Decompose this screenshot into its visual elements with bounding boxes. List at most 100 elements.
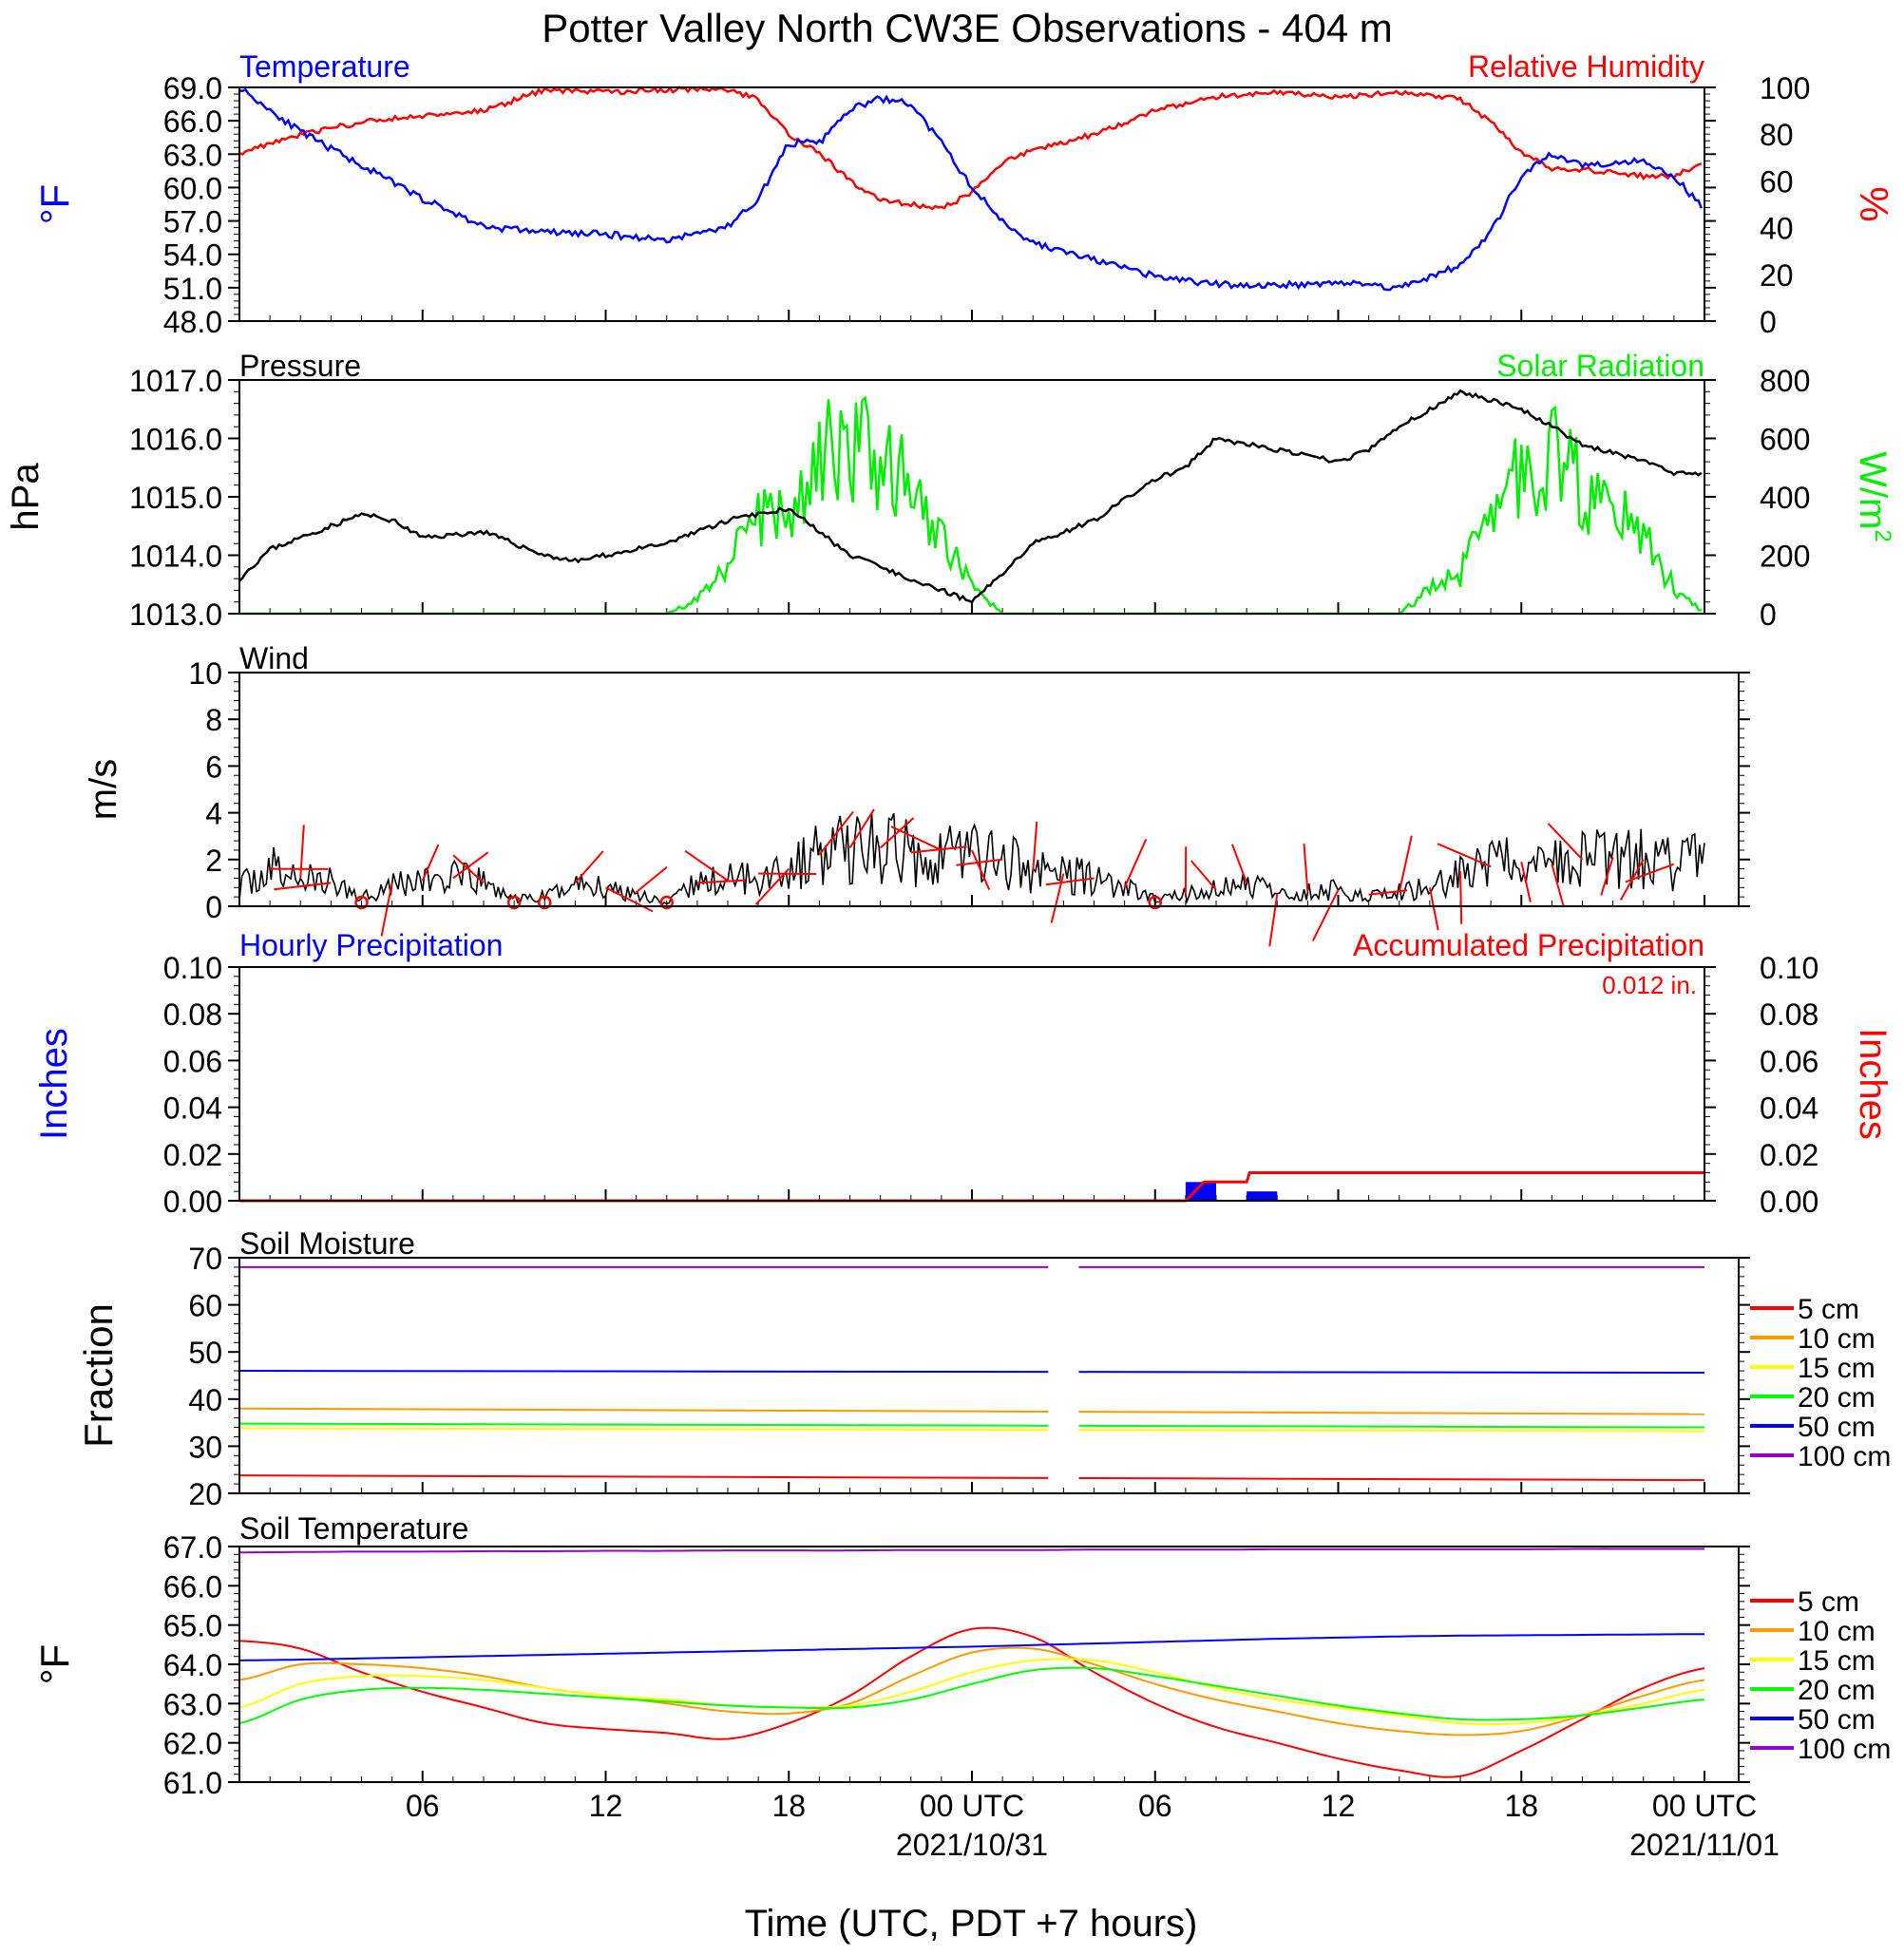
wind-barb (1551, 864, 1565, 907)
wind-barb (1303, 844, 1309, 893)
panel-6-ticks: 67.0 66.0 65.0 64.0 63.0 62.0 61.0 (163, 1530, 1750, 1800)
solar-ylabel-exponent: 2 (1870, 529, 1895, 541)
wind-barb (574, 850, 604, 884)
panel-soil-moisture: Soil Moisture 70 60 50 40 30 20 Fraction 5 cm… (76, 1226, 1891, 1511)
legend-label: 100 cm (1798, 1441, 1891, 1472)
wind-barb (380, 883, 393, 937)
wind-calm-circle (1148, 895, 1162, 910)
pressure-ylabel: hPa (5, 463, 47, 531)
soil-moisture-line (1078, 1429, 1705, 1433)
panel-pressure-solar: Pressure Solar Radiation 1017.0 1016.0 101… (5, 349, 1895, 632)
wind-speed-line (238, 812, 1705, 906)
y-tick-label-right: 0.02 (1760, 1138, 1818, 1172)
y-tick-label-right: 0.06 (1760, 1044, 1818, 1078)
wind-barb (299, 825, 305, 879)
panel-6-series (238, 1547, 1705, 1778)
soil-temperature-line (238, 1646, 1705, 1737)
x-date-label: 2021/10/31 (896, 1828, 1048, 1862)
y-tick-label-left: 54.0 (163, 238, 222, 273)
y-tick-label-left: 69.0 (163, 71, 222, 105)
y-tick-label-left: 60.0 (163, 171, 222, 205)
soil-temperature-line (238, 1626, 1705, 1778)
x-tick-label: 18 (771, 1789, 806, 1823)
panel-3-series (238, 808, 1705, 947)
y-tick-label-left: 64.0 (163, 1648, 222, 1682)
y-tick-label-right: 0.10 (1760, 951, 1818, 985)
y-tick-label-right: 40 (1760, 212, 1794, 246)
wind-barb (754, 867, 790, 905)
y-tick-label-left: 1015.0 (129, 481, 222, 515)
wind-barb (956, 858, 1003, 866)
soil-temperature-line (238, 1658, 1705, 1725)
legend-label: 10 cm (1798, 1616, 1875, 1647)
y-tick-label-left: 62.0 (163, 1727, 222, 1761)
x-tick-label: 18 (1504, 1789, 1538, 1823)
y-tick-label-right: 400 (1760, 481, 1810, 515)
hourly-precip-bar (1247, 1191, 1278, 1201)
accum-precip-ylabel: Inches (1852, 1028, 1894, 1140)
y-tick-label-right: 600 (1760, 423, 1810, 457)
accum-precip-title: Accumulated Precipitation (1353, 928, 1704, 962)
solar-ylabel: W/m2 (1852, 451, 1895, 542)
soil-moisture-line (238, 1407, 1049, 1414)
humidity-ylabel: % (1852, 186, 1896, 221)
y-tick-label-left: 61.0 (163, 1766, 222, 1800)
x-axis-label: Time (UTC, PDT +7 hours) (745, 1903, 1198, 1945)
y-tick-label-left: 0.06 (163, 1044, 222, 1078)
wind-calm-circle (506, 895, 522, 910)
y-tick-label-left: 50 (188, 1336, 222, 1370)
legend-label: 100 cm (1798, 1734, 1891, 1765)
wind-calm-circle (354, 895, 369, 910)
wind-barb (1547, 823, 1584, 861)
x-tick-label: 12 (589, 1789, 623, 1823)
temperature-line (238, 87, 1703, 292)
wind-barb (1437, 843, 1492, 868)
y-tick-label-left: 57.0 (163, 205, 222, 239)
wind-barb (274, 882, 332, 891)
wind-barb (696, 879, 746, 884)
y-tick-label-right: 200 (1760, 540, 1810, 574)
soil-moisture-line (1078, 1411, 1705, 1415)
solar-title: Solar Radiation (1496, 349, 1704, 383)
wind-barb (879, 817, 915, 849)
soil-temperature-line (239, 1547, 1704, 1554)
y-tick-label-left: 70 (188, 1242, 222, 1276)
y-tick-label-left: 66.0 (163, 1569, 222, 1604)
y-tick-label-left: 66.0 (163, 104, 222, 139)
wind-barb (1600, 857, 1614, 896)
y-tick-label-left: 6 (205, 750, 222, 784)
wind-title: Wind (239, 641, 309, 675)
y-tick-label-left: 4 (205, 797, 222, 831)
y-tick-label-left: 63.0 (163, 138, 222, 172)
wind-calm-circle (659, 895, 674, 910)
x-date-label: 2021/11/01 (1629, 1828, 1780, 1862)
wind-barb (1231, 844, 1248, 883)
hourly-precip-ylabel: Inches (33, 1028, 75, 1140)
y-tick-label-left: 1017.0 (129, 364, 222, 398)
x-tick-label: 06 (406, 1789, 440, 1823)
soil-temperature-line (238, 1633, 1704, 1661)
wind-barb (1190, 860, 1217, 891)
legend-label: 20 cm (1798, 1382, 1875, 1414)
wind-barb (452, 851, 489, 880)
wind-barb (971, 849, 991, 890)
hourly-precip-bar (1185, 1182, 1216, 1201)
x-tick-label: 12 (1322, 1789, 1356, 1823)
y-tick-label-left: 63.0 (163, 1687, 222, 1721)
wind-barb (890, 826, 942, 851)
soil-moisture-line (1078, 1424, 1705, 1429)
y-tick-label-left: 10 (188, 656, 222, 691)
panel-wind: Wind 10 8 6 4 2 0 m/s (83, 641, 1750, 947)
wind-barb (1520, 862, 1532, 902)
figure-title: Potter Valley North CW3E Observations - … (542, 6, 1393, 50)
wind-barb (605, 886, 654, 913)
panel-temperature-humidity: Temperature Relative Humidity 69.066.063… (32, 49, 1896, 339)
panel-5-frame (238, 1257, 1740, 1494)
soil-temperature-ylabel: °F (32, 1644, 77, 1684)
wind-barb (848, 808, 875, 849)
panel-1-series (238, 85, 1703, 292)
y-tick-label-left: 0.02 (163, 1138, 222, 1172)
y-tick-label-left: 1014.0 (129, 540, 222, 574)
